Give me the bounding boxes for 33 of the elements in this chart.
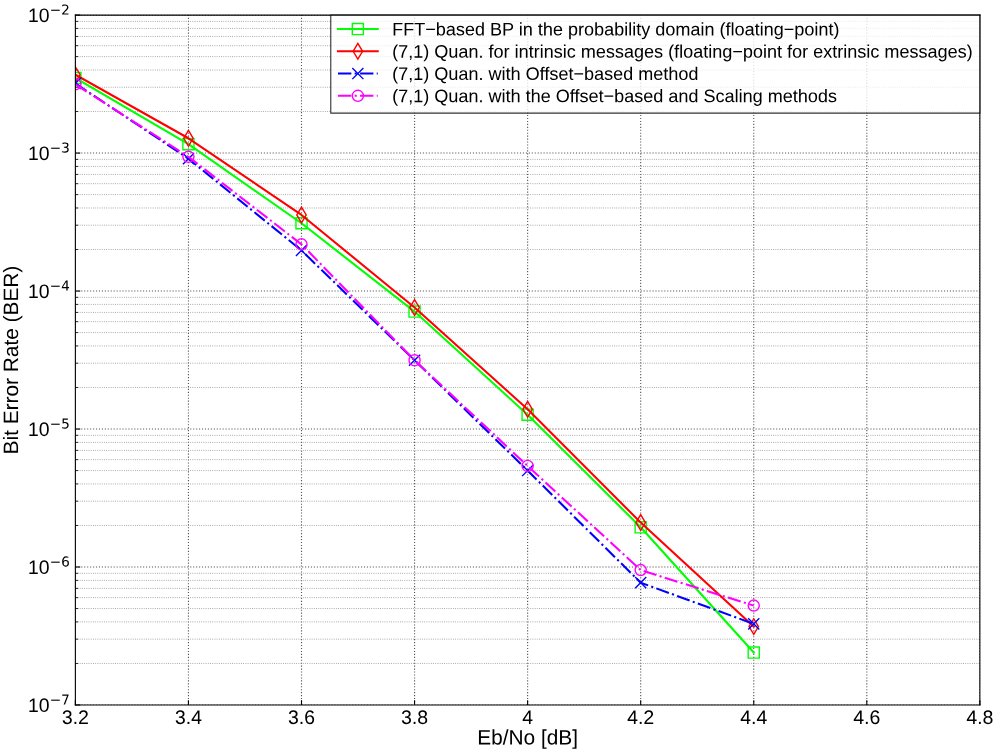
point: [634, 563, 647, 577]
y-axis-title: Bit Error Rate (BER): [2, 266, 23, 453]
x-tick-label: 4.6: [853, 710, 880, 725]
y-tick-label: 10$^{−6}$: [29, 556, 69, 575]
x-tick-label: 3.8: [401, 710, 428, 725]
legend-label: FFT−based BP in the probability domain (floating−point): [393, 22, 839, 40]
point: [295, 216, 308, 230]
point: [295, 244, 308, 257]
x-tick-label: 3.6: [288, 710, 315, 725]
point: [521, 408, 534, 421]
legend-label: (7,1) Quan. with the Offset−based and Scaling methods: [393, 89, 837, 106]
x-axis-title: Eb/No [dB]: [478, 729, 577, 749]
point: [182, 137, 195, 151]
point: [747, 617, 761, 631]
x-tick-label: 4.8: [966, 710, 993, 725]
point: [634, 576, 647, 589]
x-tick-label: 3.4: [175, 710, 202, 725]
y-tick-label: 10$^{−2}$: [29, 4, 69, 23]
legend-label: (7,1) Quan. with Offset−based method: [393, 66, 698, 84]
point: [747, 646, 761, 659]
point: [747, 599, 761, 612]
point: [521, 459, 534, 473]
x-tick-label: 4.4: [740, 710, 767, 724]
y-tick-label: 10$^{−3}$: [29, 142, 69, 161]
point: [521, 464, 534, 477]
y-tick-label: 10$^{−5}$: [29, 418, 69, 437]
point: [634, 521, 647, 534]
y-tick-label: 10$^{−4}$: [29, 280, 70, 299]
x-tick-label: 4: [522, 710, 533, 724]
point: [295, 238, 308, 251]
point: [408, 305, 421, 318]
x-tick-label: 4.2: [627, 710, 654, 724]
legend-label: (7,1) Quan. for intrinsic messages (floating−point for extrinsic messages): [393, 44, 972, 62]
